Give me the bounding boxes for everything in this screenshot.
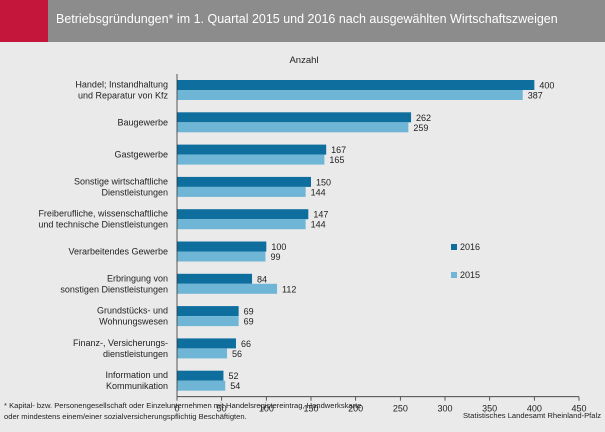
x-tick-label: 50 xyxy=(217,404,227,414)
bar-2016 xyxy=(177,144,327,155)
category-label: Gastgewerbe xyxy=(114,150,168,160)
category-label: Freiberufliche, wissenschaftliche xyxy=(38,209,168,219)
category-label: Finanz-, Versicherungs- xyxy=(73,338,168,348)
bar-2015 xyxy=(177,219,306,230)
x-tick-label: 250 xyxy=(393,404,408,414)
legend-label: 2015 xyxy=(460,270,480,280)
category-label: Handel; Instandhaltung xyxy=(75,80,168,90)
bar-2015 xyxy=(177,251,266,262)
category-label: und Reparatur von Kfz xyxy=(78,91,169,101)
bar-value-label: 400 xyxy=(539,81,554,91)
category-label: sonstigen Dienstleistungen xyxy=(60,284,168,294)
chart-subtitle: Anzahl xyxy=(289,55,318,66)
x-tick-label: 200 xyxy=(348,404,363,414)
x-tick-label: 350 xyxy=(482,404,497,414)
bar-value-label: 150 xyxy=(316,177,331,187)
category-label: Baugewerbe xyxy=(117,117,168,127)
bar-2015 xyxy=(177,122,409,133)
bar-2016 xyxy=(177,176,311,187)
bar-2016 xyxy=(177,209,309,220)
bar-value-label: 165 xyxy=(329,155,344,165)
bar-value-label: 167 xyxy=(331,145,346,155)
bar-value-label: 54 xyxy=(230,381,240,391)
bar-2016 xyxy=(177,338,236,349)
category-label: Kommunikation xyxy=(106,381,168,391)
source-note: Statistisches Landesamt Rheinland-Pfalz xyxy=(462,411,601,420)
bar-value-label: 99 xyxy=(270,252,280,262)
bar-value-label: 259 xyxy=(413,123,428,133)
category-label: Dienstleistungen xyxy=(101,187,168,197)
bar-value-label: 56 xyxy=(232,349,242,359)
bar-value-label: 100 xyxy=(271,242,286,252)
bar-2015 xyxy=(177,380,226,391)
category-label: Erbringung von xyxy=(107,273,168,283)
legend-swatch-2016 xyxy=(451,244,457,250)
bar-2015 xyxy=(177,316,239,327)
bar-value-label: 144 xyxy=(311,187,326,197)
bar-2015 xyxy=(177,90,523,100)
legend-label: 2016 xyxy=(460,242,480,252)
bar-value-label: 66 xyxy=(241,339,251,349)
category-label: Information und xyxy=(105,370,168,380)
category-label: Sonstige wirtschaftliche xyxy=(74,176,168,186)
page-title: Betriebsgründungen* im 1. Quartal 2015 u… xyxy=(56,12,558,26)
bar-value-label: 112 xyxy=(282,284,296,294)
title-accent xyxy=(0,0,48,42)
x-tick-label: 300 xyxy=(437,404,452,414)
bar-value-label: 387 xyxy=(528,91,543,101)
x-tick-label: 400 xyxy=(527,404,542,414)
title-bar xyxy=(0,0,605,42)
bar-value-label: 52 xyxy=(228,371,238,381)
bar-value-label: 147 xyxy=(313,210,328,220)
bar-value-label: 144 xyxy=(311,220,326,230)
bar-2016 xyxy=(177,241,267,252)
bar-2015 xyxy=(177,283,278,294)
bar-2016 xyxy=(177,112,412,123)
bar-2015 xyxy=(177,348,228,359)
bar-2016 xyxy=(177,370,224,381)
bar-2015 xyxy=(177,186,306,197)
x-tick-label: 0 xyxy=(174,404,179,414)
category-label: Verarbeitendes Gewerbe xyxy=(68,247,168,257)
category-label: dienstleistungen xyxy=(103,349,168,359)
bar-2016 xyxy=(177,273,253,284)
bar-value-label: 84 xyxy=(257,274,267,284)
category-label: Grundstücks- und xyxy=(97,306,168,316)
bar-value-label: 69 xyxy=(244,317,254,327)
bar-2016 xyxy=(177,80,535,90)
x-tick-label: 450 xyxy=(571,404,586,414)
x-tick-label: 100 xyxy=(259,404,274,414)
bar-value-label: 262 xyxy=(416,113,431,123)
category-label: Wohnungswesen xyxy=(99,317,168,327)
bar-2016 xyxy=(177,306,239,317)
category-label: und technische Dienstleistungen xyxy=(38,220,168,230)
footnote: * Kapital- bzw. Personengesellschaft ode… xyxy=(4,401,362,421)
bar-value-label: 69 xyxy=(244,307,254,317)
x-tick-label: 150 xyxy=(303,404,318,414)
legend-swatch-2015 xyxy=(451,272,457,278)
bar-2015 xyxy=(177,154,325,165)
